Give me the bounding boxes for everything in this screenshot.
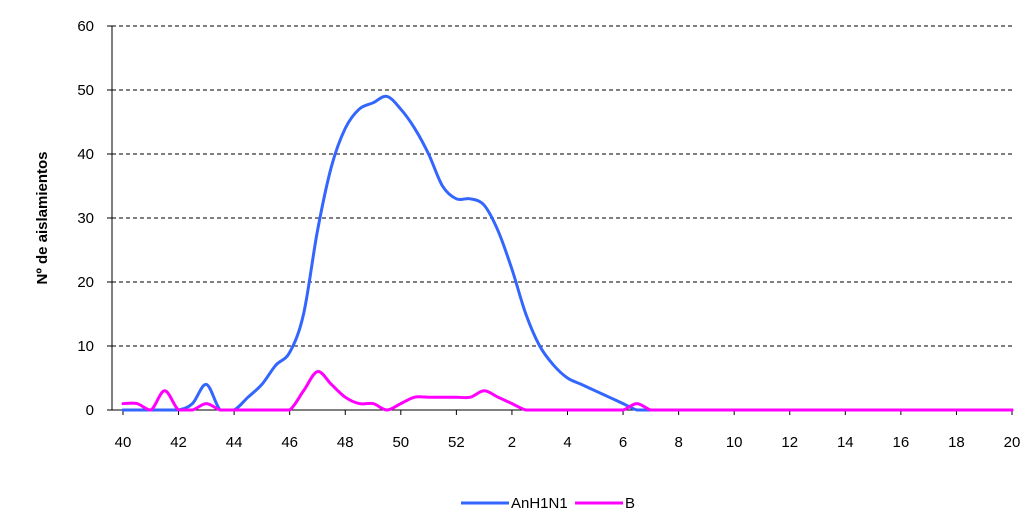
y-tick-label: 10 xyxy=(77,338,94,355)
legend-label-anh1n1: AnH1N1 xyxy=(511,495,568,512)
x-tick-label: 48 xyxy=(337,434,354,451)
y-tick-label: 30 xyxy=(77,210,94,227)
y-tick-label: 20 xyxy=(77,274,94,291)
x-tick-label: 18 xyxy=(948,434,965,451)
x-tick-label: 46 xyxy=(281,434,298,451)
legend: AnH1N1 B xyxy=(461,495,635,512)
y-tick-label: 60 xyxy=(77,18,94,35)
legend-label-b: B xyxy=(625,495,635,512)
x-tick-label: 8 xyxy=(674,434,682,451)
x-tick-label: 20 xyxy=(1004,434,1021,451)
y-axis-label: Nº de aislamientos xyxy=(34,151,51,284)
x-tick-labels: 40 42 44 46 48 50 52 2 4 6 8 10 12 14 16 18 20 xyxy=(115,434,1021,451)
series-line-b xyxy=(121,370,1014,412)
y-tick-label: 50 xyxy=(77,82,94,99)
x-tick-label: 52 xyxy=(448,434,465,451)
x-tick-label: 4 xyxy=(563,434,571,451)
x-tick-label: 14 xyxy=(837,434,854,451)
x-tick-label: 10 xyxy=(726,434,743,451)
x-tick-label: 16 xyxy=(893,434,910,451)
y-tick-label: 0 xyxy=(86,402,94,419)
axes xyxy=(107,25,1013,415)
x-tick-label: 12 xyxy=(781,434,798,451)
series-line-anh1n1 xyxy=(121,94,1014,412)
x-tick-label: 2 xyxy=(508,434,516,451)
y-tick-label: 40 xyxy=(77,146,94,163)
x-tick-label: 6 xyxy=(619,434,627,451)
series-lines xyxy=(121,94,1014,412)
x-tick-label: 50 xyxy=(392,434,409,451)
x-tick-label: 40 xyxy=(115,434,132,451)
grid xyxy=(112,25,1013,347)
x-tick-label: 44 xyxy=(226,434,243,451)
x-tick-label: 42 xyxy=(170,434,187,451)
y-tick-labels: 0 10 20 30 40 50 60 xyxy=(77,18,94,419)
